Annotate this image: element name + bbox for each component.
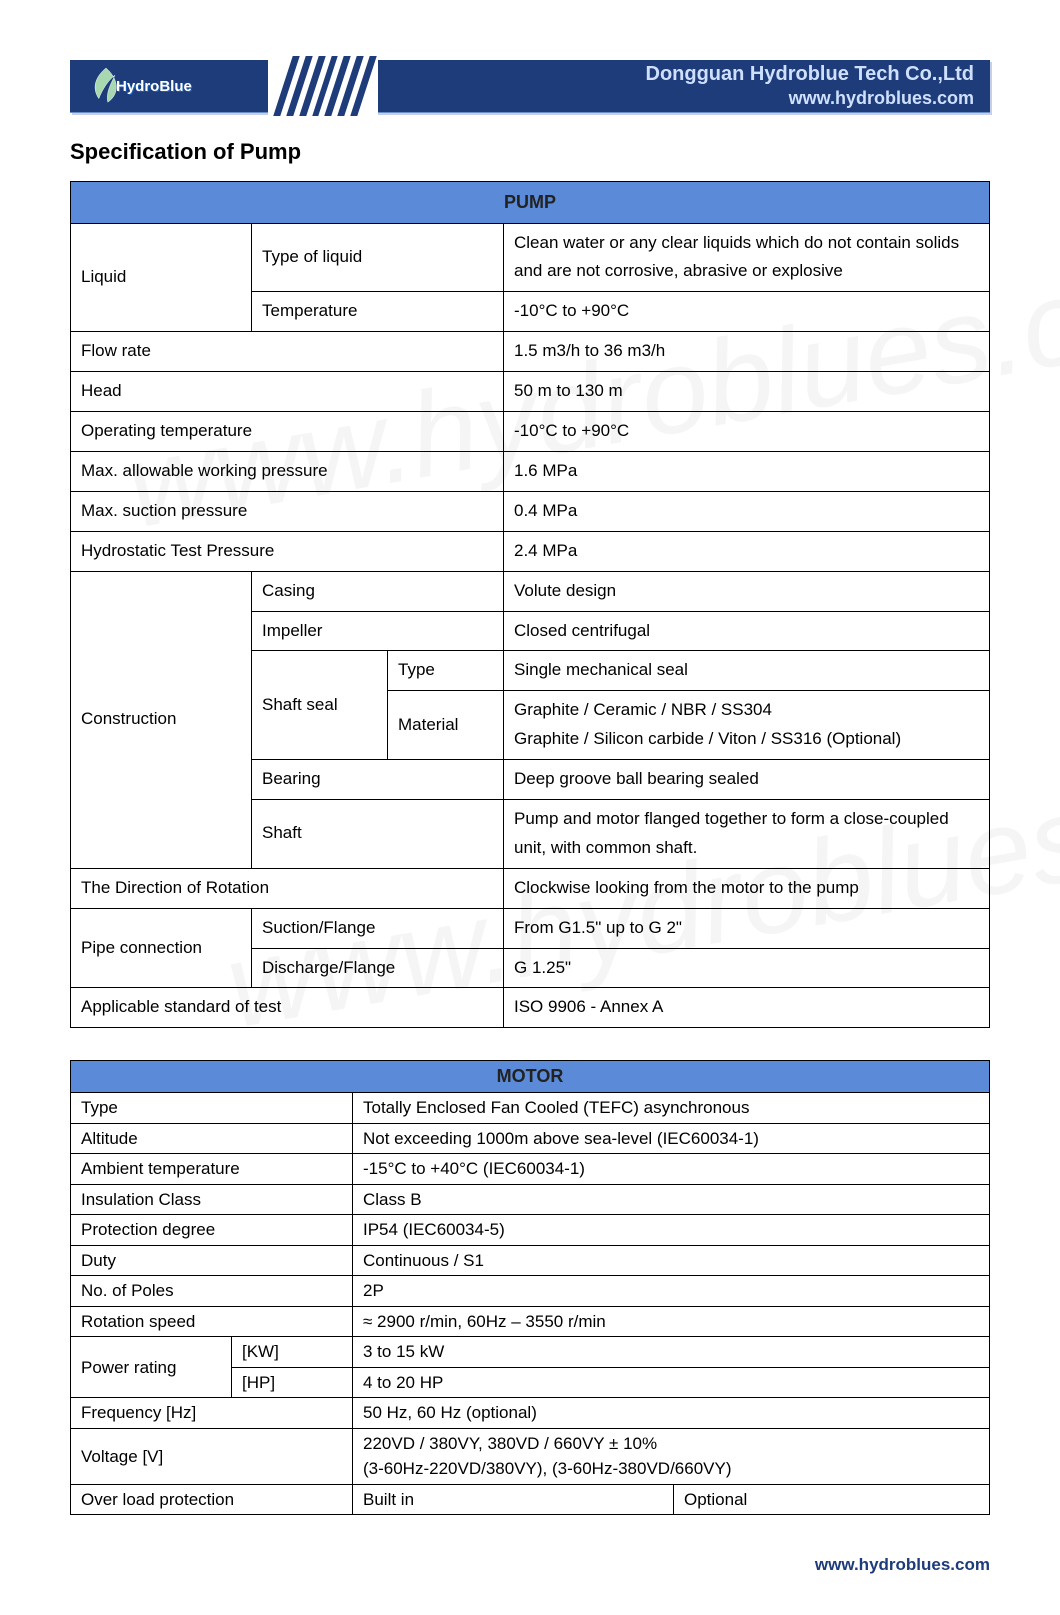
cell: 50 m to 130 m xyxy=(504,372,990,412)
cell: ≈ 2900 r/min, 60Hz – 3550 r/min xyxy=(353,1306,990,1337)
cell: 1.6 MPa xyxy=(504,451,990,491)
cell: Ambient temperature xyxy=(71,1154,353,1185)
cell: G 1.25" xyxy=(504,948,990,988)
cell: Deep groove ball bearing sealed xyxy=(504,760,990,800)
cell: 1.5 m3/h to 36 m3/h xyxy=(504,332,990,372)
cell: Class B xyxy=(353,1184,990,1215)
cell: Power rating xyxy=(71,1337,232,1398)
cell: Single mechanical seal xyxy=(504,651,990,691)
cell: 2.4 MPa xyxy=(504,531,990,571)
cell: Insulation Class xyxy=(71,1184,353,1215)
cell: Flow rate xyxy=(71,332,504,372)
cell: Construction xyxy=(71,571,252,868)
cell: Temperature xyxy=(252,292,504,332)
motor-table: MOTOR Type Totally Enclosed Fan Cooled (… xyxy=(70,1060,990,1515)
page-title: Specification of Pump xyxy=(70,139,990,165)
cell: Type xyxy=(388,651,504,691)
cell: [HP] xyxy=(232,1367,353,1398)
cell: Max. allowable working pressure xyxy=(71,451,504,491)
cell: Graphite / Ceramic / NBR / SS304Graphite… xyxy=(504,691,990,760)
cell: Pipe connection xyxy=(71,908,252,988)
cell: Type of liquid xyxy=(252,223,504,292)
cell: Not exceeding 1000m above sea-level (IEC… xyxy=(353,1123,990,1154)
cell: Closed centrifugal xyxy=(504,611,990,651)
cell: [KW] xyxy=(232,1337,353,1368)
cell: 50 Hz, 60 Hz (optional) xyxy=(353,1398,990,1429)
cell: 4 to 20 HP xyxy=(353,1367,990,1398)
cell: Shaft seal xyxy=(252,651,388,760)
cell: 220VD / 380VY, 380VD / 660VY ± 10%(3-60H… xyxy=(353,1428,990,1484)
logo: HydroBlue xyxy=(70,66,192,106)
cell: Material xyxy=(388,691,504,760)
cell: Altitude xyxy=(71,1123,353,1154)
cell: -15°C to +40°C (IEC60034-1) xyxy=(353,1154,990,1185)
cell: Clockwise looking from the motor to the … xyxy=(504,868,990,908)
cell: Totally Enclosed Fan Cooled (TEFC) async… xyxy=(353,1093,990,1124)
cell: Protection degree xyxy=(71,1215,353,1246)
page-header: HydroBlue Dongguan Hydroblue Tech Co.,Lt… xyxy=(70,60,990,113)
cell: The Direction of Rotation xyxy=(71,868,504,908)
cell: Casing xyxy=(252,571,504,611)
cell: From G1.5" up to G 2" xyxy=(504,908,990,948)
cell: Impeller xyxy=(252,611,504,651)
cell: Hydrostatic Test Pressure xyxy=(71,531,504,571)
cell: Pump and motor flanged together to form … xyxy=(504,799,990,868)
company-website: www.hydroblues.com xyxy=(646,87,975,110)
cell: Clean water or any clear liquids which d… xyxy=(504,223,990,292)
cell: -10°C to +90°C xyxy=(504,292,990,332)
motor-head: MOTOR xyxy=(71,1061,990,1093)
cell: Discharge/Flange xyxy=(252,948,504,988)
cell: Type xyxy=(71,1093,353,1124)
cell: 0.4 MPa xyxy=(504,491,990,531)
pump-head: PUMP xyxy=(71,182,990,224)
cell: Shaft xyxy=(252,799,504,868)
cell: Voltage [V] xyxy=(71,1428,353,1484)
logo-text: HydroBlue xyxy=(116,78,192,95)
cell: Applicable standard of test xyxy=(71,988,504,1028)
cell: Over load protection xyxy=(71,1484,353,1515)
cell: Continuous / S1 xyxy=(353,1245,990,1276)
cell: Max. suction pressure xyxy=(71,491,504,531)
cell: Frequency [Hz] xyxy=(71,1398,353,1429)
cell: Rotation speed xyxy=(71,1306,353,1337)
footer-website: www.hydroblues.com xyxy=(70,1555,990,1575)
cell: Duty xyxy=(71,1245,353,1276)
cell: Liquid xyxy=(71,223,252,332)
cell: Volute design xyxy=(504,571,990,611)
cell: Operating temperature xyxy=(71,412,504,452)
cell: IP54 (IEC60034-5) xyxy=(353,1215,990,1246)
cell: 3 to 15 kW xyxy=(353,1337,990,1368)
cell: ISO 9906 - Annex A xyxy=(504,988,990,1028)
cell: Optional xyxy=(674,1484,990,1515)
pump-table: PUMP Liquid Type of liquid Clean water o… xyxy=(70,181,990,1028)
cell: 2P xyxy=(353,1276,990,1307)
cell: Suction/Flange xyxy=(252,908,504,948)
cell: Bearing xyxy=(252,760,504,800)
cell: -10°C to +90°C xyxy=(504,412,990,452)
cell: Head xyxy=(71,372,504,412)
cell: Built in xyxy=(353,1484,674,1515)
cell: No. of Poles xyxy=(71,1276,353,1307)
header-right: Dongguan Hydroblue Tech Co.,Ltd www.hydr… xyxy=(646,62,991,110)
company-name: Dongguan Hydroblue Tech Co.,Ltd xyxy=(646,62,975,87)
